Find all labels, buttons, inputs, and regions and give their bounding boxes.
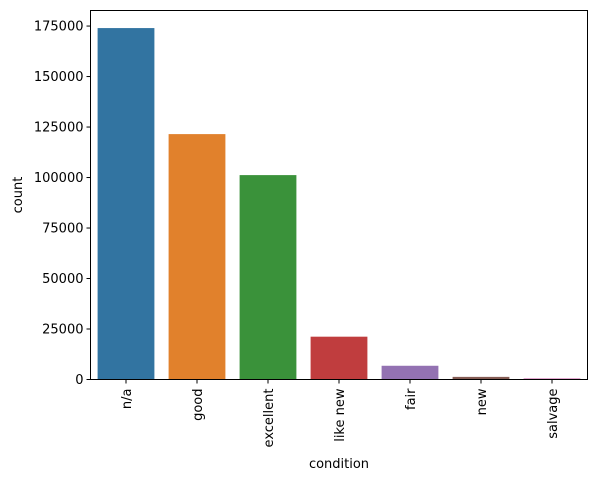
bar-new bbox=[452, 376, 510, 380]
y-tick-label: 125000 bbox=[34, 121, 84, 136]
bar-like-new bbox=[310, 336, 368, 380]
bar-excellent bbox=[239, 175, 297, 380]
y-tick-label: 150000 bbox=[34, 70, 84, 85]
x-axis-title: condition bbox=[309, 457, 369, 472]
x-tick-label: good bbox=[191, 389, 206, 421]
bar-n-a bbox=[97, 28, 155, 380]
bar-salvage bbox=[523, 378, 581, 380]
bar-fair bbox=[381, 365, 439, 380]
bars-group bbox=[97, 28, 581, 380]
y-tick-label: 25000 bbox=[42, 323, 83, 338]
y-tick-label: 175000 bbox=[34, 20, 84, 35]
x-tick-label: salvage bbox=[546, 389, 561, 439]
x-tick-label: fair bbox=[404, 388, 419, 410]
bar-good bbox=[168, 134, 226, 380]
x-tick-label: excellent bbox=[262, 389, 277, 448]
x-tick-label: n/a bbox=[120, 389, 135, 410]
y-axis-title: count bbox=[11, 177, 26, 214]
y-tick-label: 100000 bbox=[34, 171, 84, 186]
y-tick-label: 0 bbox=[75, 373, 83, 388]
y-tick-label: 75000 bbox=[42, 222, 83, 237]
plot-frame bbox=[90, 10, 588, 380]
x-tick-label: like new bbox=[333, 388, 348, 442]
x-ticks-group: n/a good excellent like new fair new salvage bbox=[120, 379, 561, 448]
y-tick-label: 50000 bbox=[42, 272, 83, 287]
y-ticks-group: 0 25000 50000 75000 100000 125000 150000 175000 bbox=[34, 20, 91, 388]
x-tick-label: new bbox=[475, 388, 490, 415]
